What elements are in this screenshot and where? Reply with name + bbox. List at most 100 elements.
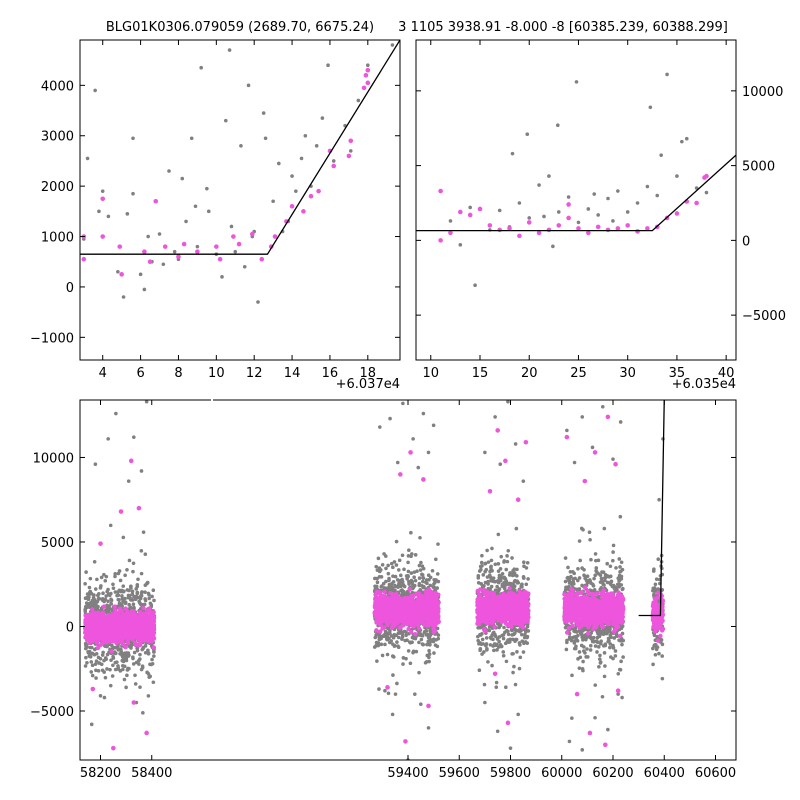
top-left-magenta-point bbox=[272, 234, 278, 239]
top-left-grey-point bbox=[261, 111, 266, 115]
season-0-magenta-point bbox=[83, 621, 88, 626]
season-1-grey-point bbox=[413, 553, 418, 557]
top-left-grey-point bbox=[131, 191, 135, 196]
season-2-grey-point bbox=[477, 569, 482, 573]
season-1-magenta-point bbox=[431, 614, 437, 619]
season-0-grey-point bbox=[120, 663, 125, 668]
top-left-grey-point bbox=[184, 219, 188, 224]
top-right-magenta-point bbox=[625, 223, 630, 228]
season-2-grey-point bbox=[505, 559, 510, 564]
season-1-magenta-point bbox=[388, 606, 393, 611]
top-left-grey-point bbox=[263, 136, 268, 141]
season-0-magenta-point bbox=[98, 622, 103, 628]
season-2-grey-point bbox=[492, 648, 496, 653]
season-1-grey-point bbox=[427, 641, 431, 646]
season-1-grey-point bbox=[435, 644, 440, 649]
season-1-grey-point bbox=[379, 585, 384, 589]
season-2-grey-point bbox=[483, 561, 488, 566]
season-1-grey-point bbox=[394, 563, 399, 567]
season-1-magenta-point bbox=[423, 598, 428, 603]
season-1-grey-point bbox=[422, 631, 427, 635]
top-left-grey-point bbox=[277, 161, 281, 166]
season-1-magenta-point bbox=[413, 600, 418, 605]
season-1-grey-point bbox=[406, 573, 410, 578]
season-1-grey-point bbox=[392, 655, 396, 659]
top-right-magenta-point bbox=[438, 238, 443, 243]
season-1-grey-point bbox=[401, 662, 405, 666]
top-left-grey-point bbox=[189, 136, 194, 141]
top-right-grey-point bbox=[574, 80, 579, 84]
season-2-grey-point bbox=[510, 570, 515, 575]
season-2-grey-point bbox=[481, 642, 485, 646]
season-1-magenta-point bbox=[428, 608, 434, 613]
top-left-grey-point bbox=[193, 204, 198, 209]
bottom-panel: 58200 58400 59400 59600 59800 60000 60200 60400… bbox=[30, 397, 737, 781]
top-left-magenta-point bbox=[331, 163, 337, 169]
season-0-grey-point bbox=[117, 569, 122, 573]
season-2-grey-point bbox=[480, 553, 484, 558]
season-0-grey-point bbox=[125, 668, 130, 672]
top-left-magenta-point bbox=[153, 198, 159, 204]
season-1-grey-point bbox=[379, 642, 384, 647]
season-1-grey-point bbox=[419, 637, 424, 642]
season-1-grey-point bbox=[410, 583, 415, 587]
season-0-magenta-point bbox=[126, 612, 132, 618]
season-0-magenta-point bbox=[147, 624, 152, 629]
season-0-grey-point bbox=[110, 674, 115, 678]
season-1-magenta-point bbox=[398, 608, 403, 613]
season-0-grey-point bbox=[100, 653, 105, 657]
top-right-magenta-point bbox=[635, 229, 640, 234]
top-right-grey-point bbox=[576, 220, 581, 225]
top-right-magenta-point bbox=[605, 227, 611, 233]
season-0-grey-point bbox=[94, 668, 98, 673]
top-left-grey-point bbox=[142, 287, 147, 292]
season-1-grey-point bbox=[387, 640, 392, 645]
season-1-grey-point bbox=[397, 558, 402, 563]
season-1-grey-point bbox=[386, 563, 390, 568]
top-right-magenta-point bbox=[576, 226, 581, 231]
top-left-magenta-point bbox=[231, 234, 236, 239]
season-0-grey-point bbox=[127, 558, 132, 563]
top-right-x-offset: +6.035e4 bbox=[672, 377, 736, 392]
season-1-grey-point bbox=[417, 576, 422, 580]
season-0-grey-point bbox=[116, 597, 121, 602]
season-0-grey-point bbox=[104, 574, 109, 579]
season-0-magenta-point bbox=[116, 629, 122, 634]
season-0-grey-point bbox=[88, 576, 93, 581]
top-right-grey-point bbox=[606, 196, 610, 201]
season-0-magenta-point bbox=[111, 617, 117, 623]
season-2-grey-point bbox=[523, 632, 527, 637]
top-right-x-tick-label: 25 bbox=[570, 366, 587, 381]
top-right-grey-point bbox=[517, 201, 522, 205]
season-1-grey-point bbox=[403, 638, 407, 643]
season-2-magenta-point bbox=[507, 586, 512, 591]
season-0-magenta-point bbox=[133, 612, 138, 617]
season-1-grey-point bbox=[420, 573, 425, 577]
season-2-grey-point bbox=[489, 565, 493, 570]
season-1-grey-point bbox=[425, 581, 429, 586]
season-1-grey-point bbox=[379, 636, 383, 641]
season-0-grey-point bbox=[127, 606, 132, 611]
season-1-grey-point bbox=[400, 637, 404, 641]
season-0-grey-point bbox=[146, 694, 151, 698]
season-0-magenta-point bbox=[120, 620, 125, 626]
season-1-magenta-point bbox=[377, 629, 383, 634]
season-0-grey-point bbox=[93, 662, 98, 666]
season-1-magenta-point bbox=[384, 595, 390, 600]
season-0-magenta-point bbox=[125, 628, 130, 633]
top-left-grey-point bbox=[85, 156, 90, 161]
season-0-grey-point bbox=[137, 599, 141, 604]
season-0-grey-point bbox=[131, 602, 136, 607]
season-1-grey-point bbox=[435, 572, 440, 576]
top-left-magenta-point bbox=[259, 256, 265, 262]
season-2-grey-point bbox=[478, 647, 483, 651]
top-left-grey-point bbox=[233, 249, 238, 254]
season-2-grey-point bbox=[525, 635, 529, 640]
top-left-magenta-point bbox=[289, 203, 295, 209]
top-left-magenta-point bbox=[176, 254, 181, 259]
top-left-grey-point bbox=[256, 300, 260, 304]
top-right-x-tick-label: 15 bbox=[472, 366, 489, 381]
season-0-magenta-point bbox=[134, 620, 139, 625]
